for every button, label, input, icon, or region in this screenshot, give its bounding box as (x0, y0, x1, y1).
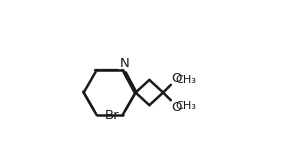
Text: CH₃: CH₃ (175, 101, 196, 111)
Text: O: O (171, 72, 182, 85)
Text: O: O (171, 101, 182, 114)
Text: N: N (119, 57, 129, 70)
Text: Br: Br (105, 109, 119, 122)
Text: CH₃: CH₃ (175, 75, 196, 85)
